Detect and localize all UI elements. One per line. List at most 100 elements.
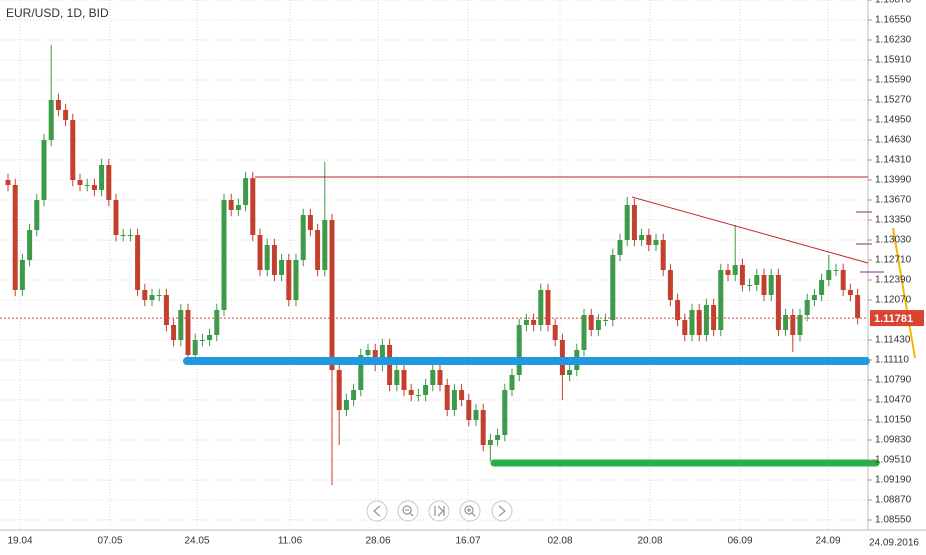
candle-body: [120, 235, 126, 236]
zoom-in-button[interactable]: [459, 500, 481, 522]
candle-body: [473, 410, 479, 420]
candle-body: [300, 215, 306, 260]
y-tick-label: 1.15590: [875, 75, 912, 86]
x-tick-label: 19.04: [7, 536, 32, 547]
candle-body: [502, 390, 508, 435]
candle-body: [178, 310, 184, 340]
candle-body: [106, 165, 112, 200]
candle-body: [718, 270, 724, 330]
zoom-out-button[interactable]: [397, 500, 419, 522]
candle-body: [595, 320, 601, 330]
candle-body: [91, 185, 97, 190]
candle-body: [142, 290, 148, 300]
candles: [5, 45, 861, 485]
candle-body: [826, 270, 832, 280]
current-price-label: 1.11781: [874, 313, 913, 325]
candle-body: [394, 370, 400, 385]
candle-body: [41, 140, 47, 200]
candle-body: [408, 390, 414, 395]
y-tick-label: 1.14630: [875, 135, 912, 146]
y-tick-label: 1.13990: [875, 175, 912, 186]
candle-body: [437, 370, 443, 385]
scroll-left-button[interactable]: [366, 500, 388, 522]
candle-body: [466, 400, 472, 420]
candle-body: [77, 180, 83, 185]
y-tick-label: 1.10790: [875, 375, 912, 386]
y-tick-label: 1.14950: [875, 115, 912, 126]
y-tick-label: 1.14310: [875, 155, 912, 166]
candle-body: [279, 260, 285, 275]
candle-body: [480, 410, 486, 445]
candle-body: [127, 235, 133, 236]
y-tick-label: 1.08550: [875, 515, 912, 526]
candle-body: [34, 200, 40, 230]
candle-body: [27, 230, 33, 260]
candle-body: [459, 390, 465, 400]
candle-body: [415, 395, 421, 396]
candle-body: [631, 205, 637, 240]
candle-body: [286, 260, 292, 300]
candle-body: [99, 165, 105, 190]
candle-body: [639, 235, 645, 240]
candle-body: [221, 200, 227, 310]
x-tick-label: 06.09: [727, 536, 752, 547]
y-tick-label: 1.13350: [875, 215, 912, 226]
y-tick-label: 1.13030: [875, 235, 912, 246]
trend-line: [631, 196, 869, 264]
x-tick-label: 16.07: [455, 536, 480, 547]
candle-body: [660, 240, 666, 270]
candle-body: [48, 100, 54, 140]
candle-body: [797, 315, 803, 335]
candle-body: [271, 245, 277, 275]
candle-body: [451, 390, 457, 410]
y-tick-label: 1.15270: [875, 95, 912, 106]
y-tick-label: 1.09510: [875, 455, 912, 466]
candle-body: [315, 230, 321, 270]
y-tick-label: 1.09190: [875, 475, 912, 486]
current-date: 24.09.2016: [869, 538, 919, 549]
candle-body: [199, 340, 205, 341]
candle-body: [235, 205, 241, 210]
candle-body: [55, 100, 61, 110]
candle-body: [747, 285, 753, 286]
candle-body: [379, 345, 385, 365]
candle-body: [264, 245, 270, 270]
candle-body: [689, 310, 695, 335]
current-price-box: [870, 310, 924, 327]
candle-body: [171, 325, 177, 340]
candle-body: [523, 320, 529, 325]
candle-body: [243, 178, 249, 205]
candle-body: [847, 290, 853, 295]
y-tick-label: 1.09830: [875, 435, 912, 446]
candle-body: [63, 110, 69, 120]
candle-body: [804, 300, 810, 315]
x-tick-label: 20.08: [637, 536, 662, 547]
candle-body: [739, 265, 745, 285]
candle-body: [487, 440, 493, 445]
candle-body: [768, 275, 774, 295]
candle-body: [5, 180, 11, 185]
candle-body: [855, 295, 861, 319]
candle-body: [423, 385, 429, 395]
reset-button[interactable]: [428, 500, 450, 522]
candle-body: [725, 270, 731, 275]
candle-body: [163, 295, 169, 325]
candle-body: [336, 370, 342, 410]
y-tick-label: 1.13670: [875, 195, 912, 206]
candle-body: [682, 320, 688, 335]
candle-body: [509, 375, 515, 390]
candle-body: [667, 270, 673, 300]
candle-body: [603, 320, 609, 321]
candle-body: [696, 310, 702, 335]
candle-body: [322, 220, 328, 270]
axis-markers: [856, 211, 884, 273]
candle-body: [149, 295, 155, 300]
candle-body: [624, 205, 630, 240]
candle-body: [19, 260, 25, 290]
candle-body: [113, 200, 119, 235]
candle-body: [329, 220, 335, 370]
scroll-right-button[interactable]: [491, 500, 513, 522]
y-tick-label: 1.10150: [875, 415, 912, 426]
candle-body: [135, 235, 141, 290]
